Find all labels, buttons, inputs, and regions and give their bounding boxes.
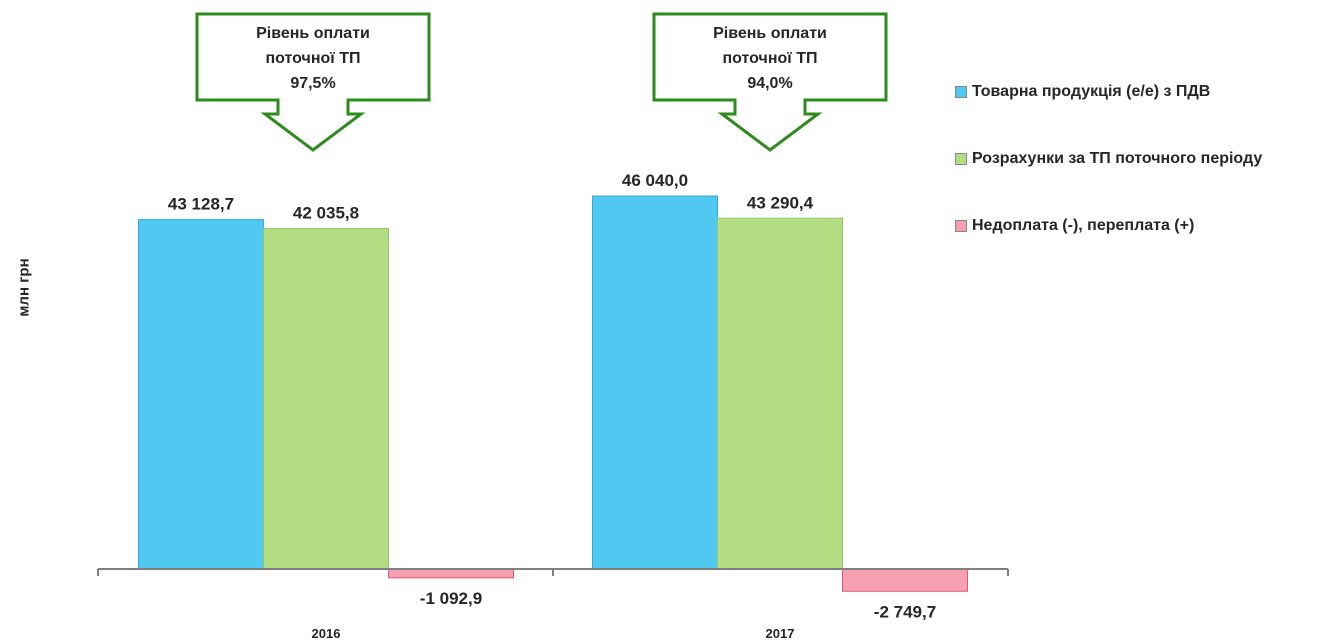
legend-item-commodity-output: Товарна продукція (е/е) з ПДВ	[955, 82, 1320, 102]
y-axis-label-text: млн грн	[15, 257, 33, 317]
legend-item-settlements: Розрахунки за ТП поточного періоду	[955, 149, 1320, 169]
callout-text-2016-2: поточної ТП	[266, 50, 361, 67]
callout-arrow-2016	[195, 12, 431, 152]
legend-swatch-underpayment	[955, 220, 967, 232]
x-tick-label-2017: 2017	[766, 626, 795, 641]
data-label-settlements-2017: 43 290,4	[747, 193, 814, 212]
callout-text-2017-3: 94,0%	[747, 75, 792, 92]
x-tick-label-2016: 2016	[312, 626, 341, 641]
callout-text-2016-1: Рівень оплати	[256, 25, 370, 42]
data-label-underpayment-2016: -1 092,9	[420, 589, 482, 608]
bar-settlements-2017	[717, 217, 843, 570]
legend-label-commodity-output: Товарна продукція (е/е) з ПДВ	[972, 83, 1211, 100]
callout-arrow-2017	[652, 12, 888, 152]
data-label-underpayment-2017: -2 749,7	[874, 602, 936, 621]
legend-swatch-settlements	[955, 153, 967, 165]
legend-swatch-commodity-output	[955, 86, 967, 98]
callout-text-2017-1: Рівень оплати	[713, 25, 827, 42]
bar-underpayment-2016	[388, 568, 514, 579]
bar-commodity-output-2017	[592, 195, 718, 570]
data-label-commodity-output-2017: 46 040,0	[622, 171, 688, 190]
y-axis-label: млн грн	[14, 246, 34, 328]
data-label-commodity-output-2016: 43 128,7	[168, 195, 234, 214]
callout-text-2017-2: поточної ТП	[723, 50, 818, 67]
legend: Товарна продукція (е/е) з ПДВ Розрахунки…	[955, 82, 1320, 283]
legend-label-settlements: Розрахунки за ТП поточного періоду	[972, 150, 1263, 167]
legend-label-underpayment: Недоплата (-), переплата (+)	[972, 217, 1195, 234]
bar-underpayment-2017	[842, 568, 968, 592]
bar-commodity-output-2016	[138, 219, 264, 570]
data-label-settlements-2016: 42 035,8	[293, 203, 359, 222]
bar-settlements-2016	[263, 227, 389, 570]
callout-text-2016-3: 97,5%	[290, 75, 335, 92]
legend-item-underpayment: Недоплата (-), переплата (+)	[955, 216, 1320, 236]
